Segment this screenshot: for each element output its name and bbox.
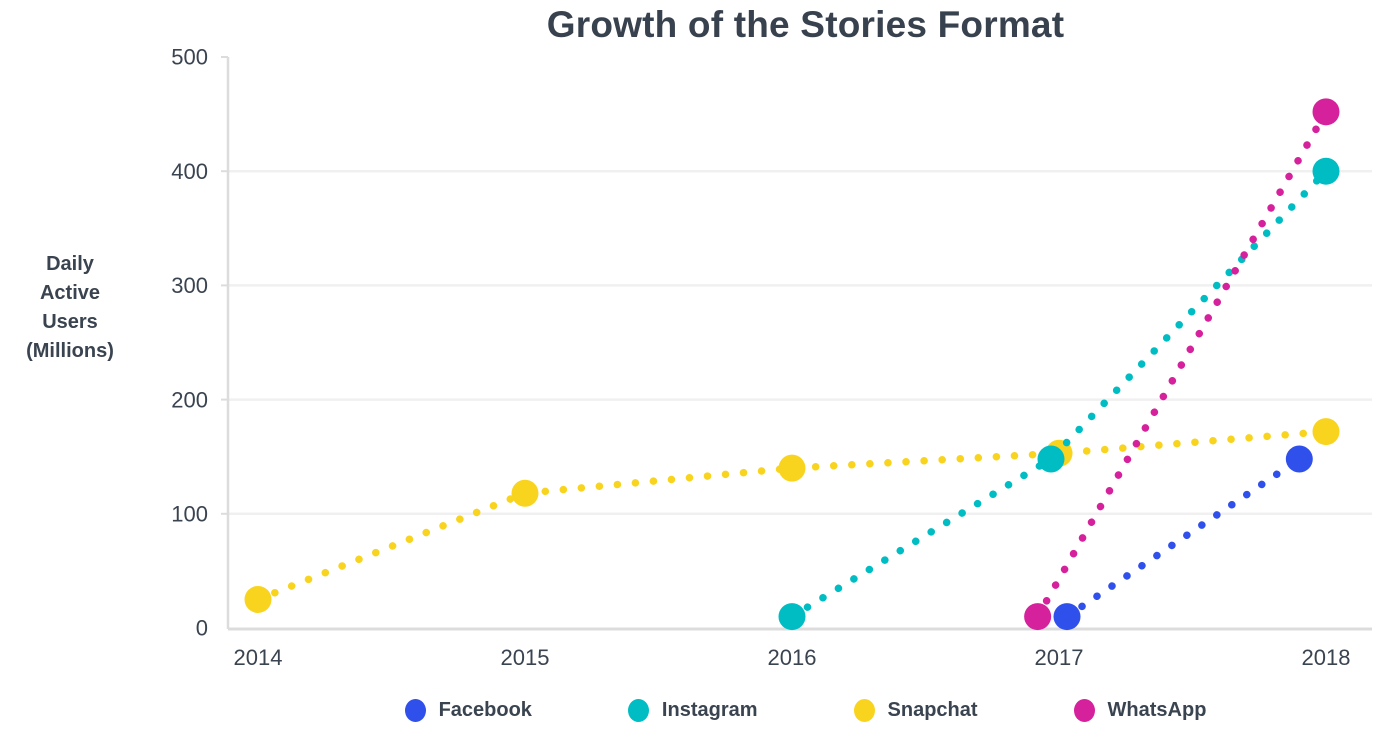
x-tick-label: 2014 [234, 645, 283, 670]
y-tick-label: 0 [196, 616, 208, 641]
y-axis-label-line: (Millions) [26, 340, 114, 362]
y-axis-label-line: Daily [46, 253, 94, 275]
y-axis-label-line: Users [42, 311, 98, 333]
data-point-instagram-2016.97[interactable] [1037, 445, 1065, 473]
data-point-snapchat-2016[interactable] [778, 454, 806, 482]
data-point-instagram-2018[interactable] [1312, 157, 1340, 185]
x-tick-label: 2016 [768, 645, 817, 670]
legend-swatch-whatsapp [1073, 699, 1095, 722]
y-tick-label: 200 [171, 387, 208, 412]
legend-item-whatsapp[interactable]: WhatsApp [1073, 699, 1207, 722]
series-line-whatsapp [1033, 108, 1330, 621]
legend-swatch-facebook [404, 699, 426, 722]
legend-swatch-instagram [627, 699, 649, 722]
legend-swatch-snapchat [853, 699, 875, 722]
y-tick-label: 100 [171, 502, 208, 527]
y-tick-label: 300 [171, 273, 208, 298]
data-point-instagram-2016[interactable] [778, 603, 806, 631]
legend-label: WhatsApp [1107, 699, 1207, 721]
data-point-facebook-2017.9[interactable] [1285, 445, 1313, 473]
legend-item-snapchat[interactable]: Snapchat [853, 699, 978, 722]
x-tick-label: 2015 [501, 645, 550, 670]
data-point-snapchat-2018[interactable] [1312, 418, 1340, 446]
chart-legend: Facebook Instagram Snapchat WhatsApp [228, 699, 1383, 722]
legend-item-facebook[interactable]: Facebook [404, 699, 532, 722]
data-point-snapchat-2014[interactable] [244, 585, 272, 613]
legend-item-instagram[interactable]: Instagram [627, 699, 758, 722]
legend-label: Instagram [661, 699, 758, 721]
series-line-instagram [788, 167, 1330, 621]
data-point-whatsapp-2018[interactable] [1312, 98, 1340, 126]
data-point-whatsapp-2016.92[interactable] [1024, 603, 1052, 631]
chart-title: Growth of the Stories Format [546, 4, 1065, 45]
y-tick-label: 400 [171, 159, 208, 184]
data-point-snapchat-2015[interactable] [511, 479, 539, 507]
data-point-facebook-2017.03[interactable] [1053, 603, 1081, 631]
legend-label: Snapchat [887, 699, 978, 721]
y-tick-label: 500 [171, 45, 208, 70]
y-axis-label: Daily Active Users (Millions) [0, 250, 140, 366]
x-tick-label: 2017 [1035, 645, 1084, 670]
legend-label: Facebook [438, 699, 532, 721]
x-tick-label: 2018 [1302, 645, 1351, 670]
series-line-facebook [1063, 455, 1304, 621]
y-axis-label-line: Active [39, 282, 101, 304]
